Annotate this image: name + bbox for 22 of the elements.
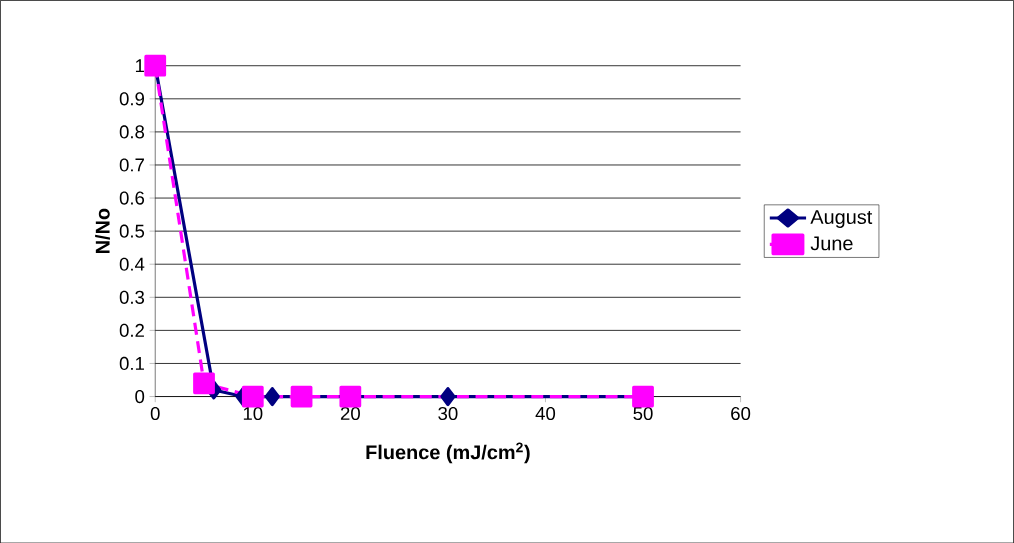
x-tick-label: 60 [731,406,751,420]
y-tick-label: 0.9 [119,91,144,106]
y-tick-label: 0.4 [119,257,145,271]
x-tick-label: 10 [243,406,263,420]
x-tick-label: 40 [535,406,556,420]
x-tick-label: 0 [150,406,160,420]
y-tick-label: 0.3 [119,290,145,304]
y-tick-label: 1 [135,59,144,72]
y-tick-label: 0.2 [119,323,144,337]
legend-label: June [810,236,853,251]
x-tick-label: 30 [438,406,458,420]
y-tick-label: 0.6 [119,191,145,205]
x-axis-title: Fluence (mJ/cm$^{2}$) [366,442,530,463]
y-tick-label: 0.7 [119,158,144,172]
y-axis-title: N/No [95,208,110,253]
y-tick-label: 0.8 [119,125,145,139]
y-tick-label: 0 [135,389,145,403]
x-tick-label: 20 [340,406,360,420]
legend-label: August [810,209,873,228]
x-tick-label: 50 [633,406,653,420]
y-tick-label: 0.1 [119,356,144,370]
y-tick-label: 0.5 [119,224,145,238]
